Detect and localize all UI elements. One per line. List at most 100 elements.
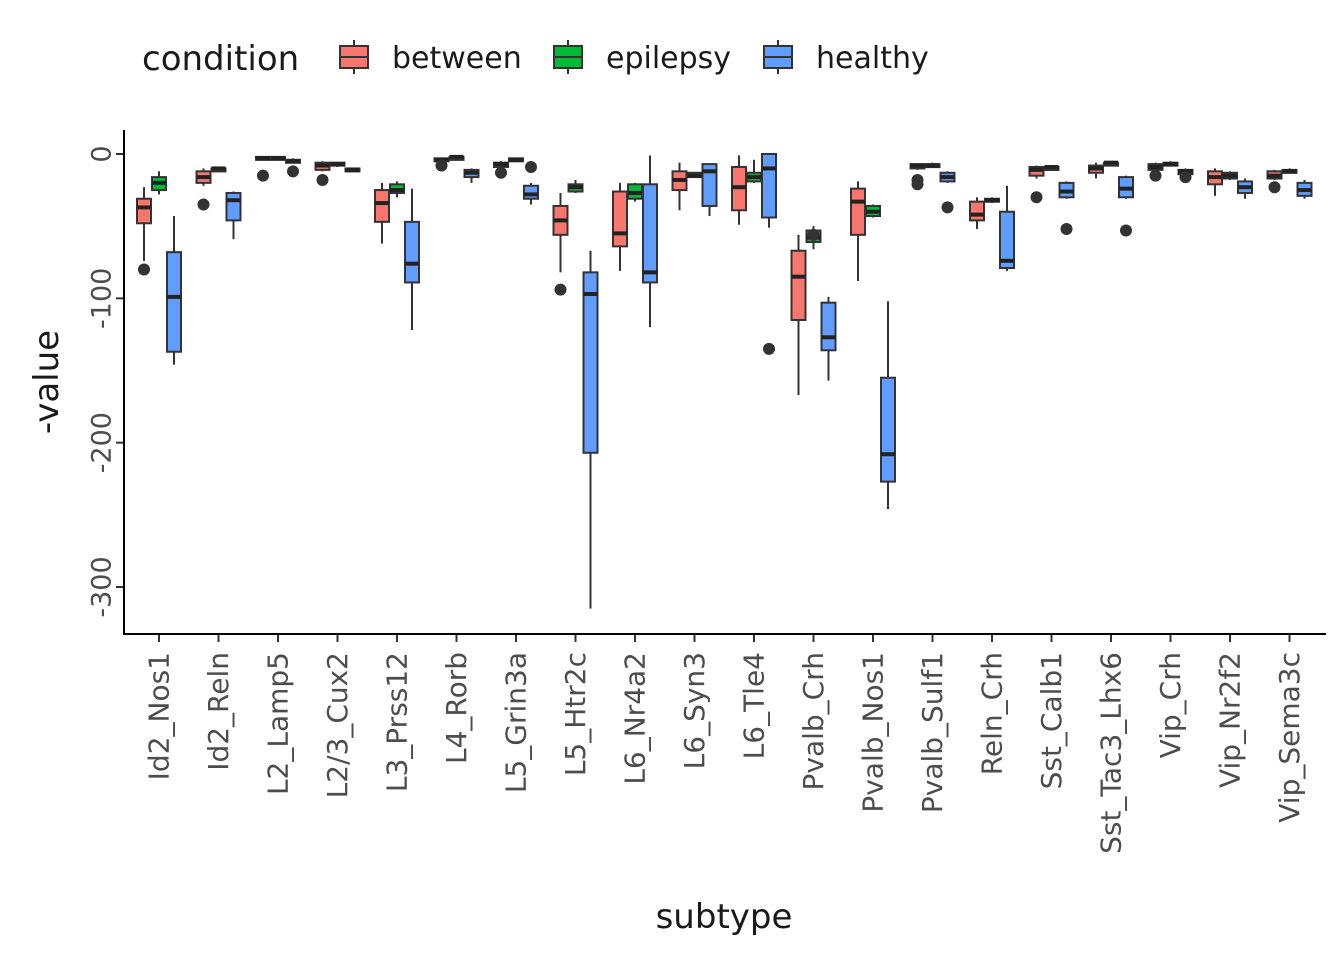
box-between xyxy=(671,162,688,211)
box-healthy xyxy=(463,168,480,183)
box-epilepsy xyxy=(270,155,286,161)
box-epilepsy xyxy=(746,159,762,183)
outlier-point xyxy=(554,283,567,296)
box-epilepsy xyxy=(389,181,405,198)
x-tick-label: Vip_Nr2f2 xyxy=(1214,652,1247,788)
box-epilepsy xyxy=(1222,171,1238,180)
box-healthy xyxy=(404,188,420,331)
box-healthy xyxy=(1296,179,1313,199)
box-body xyxy=(166,251,182,353)
box-body xyxy=(820,301,837,352)
box-body xyxy=(404,220,420,284)
legend-label-healthy: healthy xyxy=(816,41,929,76)
x-axis-ticks: Id2_Nos1 Id2_Reln L2_Lamp5 L2/3_Cux2 L3_Prss… xyxy=(143,634,1306,854)
box-between xyxy=(195,168,212,211)
box-between xyxy=(731,155,747,225)
outlier-point xyxy=(525,160,537,173)
box-between xyxy=(314,161,331,186)
outlier-point xyxy=(1030,191,1043,204)
box-healthy xyxy=(761,153,777,355)
box-body xyxy=(374,189,390,223)
x-tick-label: L6_Syn3 xyxy=(678,652,711,769)
box-healthy xyxy=(701,163,718,217)
box-between xyxy=(1088,162,1104,179)
x-tick-label: Vip_Crh xyxy=(1154,652,1187,758)
box-epilepsy xyxy=(567,179,584,193)
outlier-point xyxy=(911,178,924,191)
x-axis-title: subtype xyxy=(656,897,793,937)
box-healthy xyxy=(344,167,361,173)
box-epilepsy xyxy=(210,166,227,173)
y-tick-label: -200 xyxy=(87,412,118,473)
x-tick-label: L5_Grin3a xyxy=(500,652,533,793)
box-epilepsy xyxy=(448,154,465,161)
x-tick-label: Reln_Crh xyxy=(976,652,1009,775)
box-healthy xyxy=(225,191,242,240)
x-tick-label: Pvalb_Nos1 xyxy=(857,652,890,813)
box-epilepsy xyxy=(924,162,941,169)
box-healthy xyxy=(939,171,956,214)
box-between xyxy=(1028,165,1045,204)
x-tick-label: L3_Prss12 xyxy=(381,652,414,792)
outlier-point xyxy=(316,173,329,186)
x-tick-label: Pvalb_Sulf1 xyxy=(916,652,949,813)
x-tick-label: L5_Htr2c xyxy=(559,652,592,776)
legend-title: condition xyxy=(142,39,299,79)
box-between xyxy=(552,192,569,296)
box-body xyxy=(761,153,777,219)
box-epilepsy xyxy=(1281,168,1298,174)
outlier-point xyxy=(1268,181,1281,194)
x-tick-label: L2_Lamp5 xyxy=(262,652,295,795)
box-epilepsy xyxy=(984,197,1000,204)
box-body xyxy=(225,191,242,222)
outlier-point xyxy=(807,228,820,241)
box-between xyxy=(850,181,866,282)
x-tick-label: L4_Rorb xyxy=(440,652,473,764)
legend-item-epilepsy: epilepsy xyxy=(553,40,731,76)
box-healthy xyxy=(999,185,1015,271)
box-healthy xyxy=(642,155,658,328)
outlier-point xyxy=(197,198,210,211)
box-between xyxy=(1266,169,1283,194)
y-tick-label: 0 xyxy=(87,145,118,162)
box-epilepsy xyxy=(1103,160,1119,167)
box-body xyxy=(136,197,152,225)
x-tick-label: Pvalb_Crh xyxy=(797,652,830,790)
box-healthy xyxy=(1118,175,1134,237)
box-body xyxy=(582,271,599,454)
box-body xyxy=(523,184,539,200)
x-tick-label: Sst_Calb1 xyxy=(1035,652,1068,789)
box-between xyxy=(136,187,152,276)
box-epilepsy xyxy=(686,171,703,179)
outlier-point xyxy=(1060,223,1073,236)
outlier-point xyxy=(1120,224,1132,237)
y-tick-label: -100 xyxy=(87,268,118,329)
box-healthy xyxy=(880,301,896,510)
box-body xyxy=(701,163,718,207)
box-body xyxy=(969,200,985,222)
outlier-point xyxy=(1149,169,1162,182)
box-between xyxy=(374,182,390,244)
box-epilepsy xyxy=(1043,164,1060,171)
outlier-point xyxy=(257,169,269,182)
box-between xyxy=(969,197,985,230)
outlier-point xyxy=(138,263,150,276)
legend-item-between: between xyxy=(339,40,522,76)
x-tick-label: L6_Tle4 xyxy=(738,652,771,759)
legend-label-between: between xyxy=(392,41,522,76)
x-tick-label: Id2_Nos1 xyxy=(143,652,176,780)
box-epilepsy xyxy=(865,204,881,218)
outlier-point xyxy=(763,342,775,355)
outlier-point xyxy=(941,201,954,214)
outlier-point xyxy=(1179,171,1192,184)
box-between xyxy=(612,182,628,271)
box-epilepsy xyxy=(627,182,643,202)
box-body xyxy=(850,187,866,236)
box-body xyxy=(999,210,1015,270)
box-between xyxy=(433,157,450,172)
legend-items: between epilepsy healthy xyxy=(339,40,929,76)
x-tick-label: L6_Nr4a2 xyxy=(619,652,652,785)
box-body xyxy=(790,249,807,321)
box-healthy xyxy=(1058,181,1075,236)
